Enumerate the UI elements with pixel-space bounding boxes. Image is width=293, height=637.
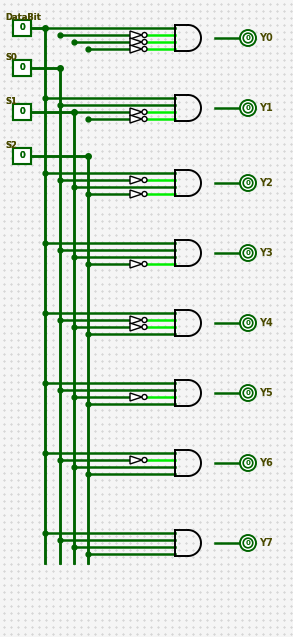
Circle shape xyxy=(240,30,256,46)
Circle shape xyxy=(142,32,147,38)
Text: 0: 0 xyxy=(19,108,25,117)
Text: S0: S0 xyxy=(5,52,17,62)
Circle shape xyxy=(142,317,147,322)
Circle shape xyxy=(240,535,256,551)
Circle shape xyxy=(240,100,256,116)
Circle shape xyxy=(142,192,147,196)
Circle shape xyxy=(142,178,147,182)
Text: 0: 0 xyxy=(246,105,251,111)
Bar xyxy=(13,20,31,36)
Text: 0: 0 xyxy=(19,152,25,161)
Circle shape xyxy=(243,458,253,468)
Polygon shape xyxy=(130,45,142,53)
Text: Y6: Y6 xyxy=(259,458,273,468)
Text: DataBit: DataBit xyxy=(5,13,41,22)
Bar xyxy=(13,104,31,120)
Circle shape xyxy=(142,457,147,462)
Circle shape xyxy=(142,47,147,52)
Text: Y5: Y5 xyxy=(259,388,273,398)
Polygon shape xyxy=(130,260,142,268)
Text: S2: S2 xyxy=(5,141,17,150)
Polygon shape xyxy=(130,31,142,39)
Circle shape xyxy=(142,394,147,399)
Bar xyxy=(13,148,31,164)
Text: Y0: Y0 xyxy=(259,33,273,43)
Text: S1: S1 xyxy=(5,96,17,106)
Text: 0: 0 xyxy=(19,64,25,73)
Circle shape xyxy=(142,262,147,266)
Text: 0: 0 xyxy=(246,180,251,186)
Text: 0: 0 xyxy=(19,64,25,73)
Text: 0: 0 xyxy=(19,24,25,32)
Circle shape xyxy=(243,178,253,188)
Polygon shape xyxy=(130,456,142,464)
Circle shape xyxy=(240,245,256,261)
Text: 0: 0 xyxy=(19,152,25,161)
Circle shape xyxy=(142,324,147,329)
Polygon shape xyxy=(130,316,142,324)
Circle shape xyxy=(142,117,147,122)
Polygon shape xyxy=(130,176,142,184)
Circle shape xyxy=(142,39,147,45)
Text: Y3: Y3 xyxy=(259,248,273,258)
Text: Y4: Y4 xyxy=(259,318,273,328)
Circle shape xyxy=(243,318,253,328)
Text: 0: 0 xyxy=(19,24,25,32)
Polygon shape xyxy=(130,108,142,116)
Text: Y7: Y7 xyxy=(259,538,273,548)
Circle shape xyxy=(240,455,256,471)
Text: DataBit: DataBit xyxy=(5,13,41,22)
Text: 0: 0 xyxy=(246,250,251,256)
Polygon shape xyxy=(130,393,142,401)
Polygon shape xyxy=(130,190,142,198)
Text: 0: 0 xyxy=(246,320,251,326)
Text: Y1: Y1 xyxy=(259,103,273,113)
Circle shape xyxy=(243,103,253,113)
Text: 0: 0 xyxy=(246,540,251,546)
Circle shape xyxy=(243,33,253,43)
Circle shape xyxy=(240,385,256,401)
Text: S1: S1 xyxy=(5,96,17,106)
Polygon shape xyxy=(130,38,142,46)
Text: 0: 0 xyxy=(246,390,251,396)
Text: S2: S2 xyxy=(5,141,17,150)
Bar xyxy=(13,148,31,164)
Text: Y2: Y2 xyxy=(259,178,273,188)
Circle shape xyxy=(142,110,147,115)
Text: 0: 0 xyxy=(246,35,251,41)
Text: S0: S0 xyxy=(5,52,17,62)
Circle shape xyxy=(243,248,253,258)
Bar xyxy=(13,20,31,36)
Circle shape xyxy=(243,538,253,548)
Text: 0: 0 xyxy=(19,108,25,117)
Polygon shape xyxy=(130,115,142,123)
Circle shape xyxy=(240,175,256,191)
Bar xyxy=(13,60,31,76)
Bar xyxy=(13,60,31,76)
Circle shape xyxy=(243,388,253,397)
Polygon shape xyxy=(130,323,142,331)
Circle shape xyxy=(240,315,256,331)
Text: 0: 0 xyxy=(246,460,251,466)
Bar xyxy=(13,104,31,120)
